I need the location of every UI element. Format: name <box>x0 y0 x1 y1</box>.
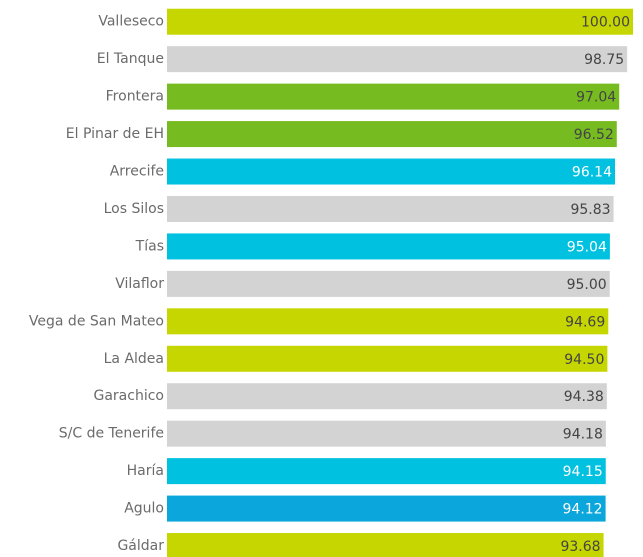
bar <box>167 8 633 35</box>
value-label: 94.18 <box>563 427 603 443</box>
category-label: Haría <box>127 463 164 479</box>
category-label: El Pinar de EH <box>66 126 164 142</box>
value-label: 93.68 <box>560 539 600 555</box>
category-label: Vega de San Mateo <box>29 313 164 329</box>
category-label: Los Silos <box>104 201 164 217</box>
value-label: 96.52 <box>574 127 614 143</box>
bar <box>167 383 607 410</box>
category-label: Gáldar <box>117 538 164 554</box>
category-label: Garachico <box>94 388 165 404</box>
category-label: Agulo <box>124 501 164 517</box>
value-label: 95.04 <box>567 239 607 255</box>
value-label: 97.04 <box>576 90 616 106</box>
bar <box>167 495 606 522</box>
category-label: S/C de Tenerife <box>59 426 164 442</box>
category-label: Tías <box>135 238 164 254</box>
category-label: Valleseco <box>98 14 164 30</box>
bar <box>167 233 610 260</box>
bar <box>167 195 614 222</box>
value-label: 95.83 <box>570 202 610 218</box>
value-label: 94.50 <box>564 352 604 368</box>
category-label: El Tanque <box>97 51 164 67</box>
bar <box>167 121 617 148</box>
bar <box>167 83 620 110</box>
value-label: 94.69 <box>565 314 605 330</box>
bar <box>167 458 606 485</box>
bar <box>167 158 616 185</box>
value-label: 100.00 <box>581 15 630 31</box>
category-label: La Aldea <box>104 351 164 367</box>
category-label: Vilaflor <box>115 276 164 292</box>
bar <box>167 345 608 372</box>
bar <box>167 46 628 73</box>
category-label: Frontera <box>106 89 164 105</box>
bar <box>167 420 606 447</box>
bar <box>167 533 604 557</box>
value-label: 95.00 <box>567 277 607 293</box>
value-label: 94.38 <box>564 389 604 405</box>
category-label: Arrecife <box>110 164 164 180</box>
value-label: 96.14 <box>572 165 612 181</box>
value-label: 98.75 <box>584 52 624 68</box>
value-label: 94.12 <box>563 502 603 518</box>
value-label: 94.15 <box>563 464 603 480</box>
bar <box>167 270 610 297</box>
bar <box>167 308 609 335</box>
